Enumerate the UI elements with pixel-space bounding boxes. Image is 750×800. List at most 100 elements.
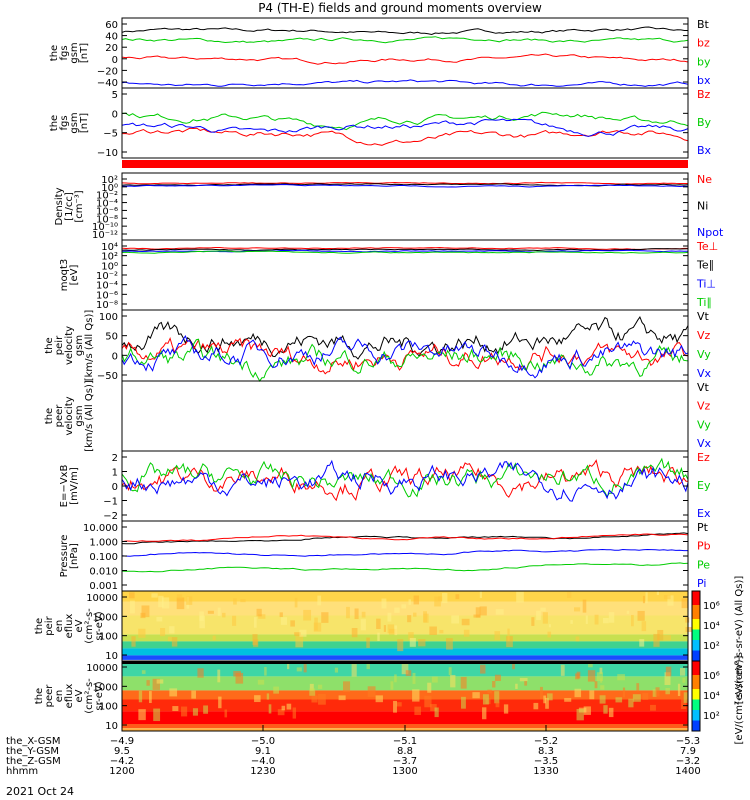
y-tick-label: −40 xyxy=(97,78,118,89)
spectrogram-cell xyxy=(479,591,482,598)
spectrogram-cell xyxy=(394,674,397,683)
y-tick-label: 1000 xyxy=(93,612,118,623)
series-Te⊥ xyxy=(121,246,688,251)
spectrogram-cell xyxy=(141,670,146,674)
spectrogram-cell xyxy=(492,681,496,688)
spectrogram-cell xyxy=(401,604,407,609)
spectrogram-cell xyxy=(495,701,500,708)
spectrogram-cell xyxy=(681,699,687,709)
series-Ne xyxy=(121,181,688,185)
spectrogram-cell xyxy=(652,689,657,697)
spectrogram-cell xyxy=(169,688,178,697)
spectrogram-cell xyxy=(367,686,376,697)
spectrogram-cell xyxy=(218,696,222,709)
spectrogram-cell xyxy=(138,709,146,721)
x-tick-label: 9.1 xyxy=(255,746,271,757)
y-axis-label: peir xyxy=(54,335,65,355)
spectrogram-cell xyxy=(602,617,609,624)
y-tick-label: 10⁻¹⁰ xyxy=(92,222,118,233)
series-Bz xyxy=(121,127,689,146)
spectrogram-cell xyxy=(576,708,584,721)
spectrogram-cell xyxy=(309,688,316,696)
series-Ni xyxy=(121,183,689,187)
spectrogram-cell xyxy=(140,612,146,619)
spectrogram-cell xyxy=(683,692,689,703)
spectrogram-cell xyxy=(645,592,648,604)
spectrogram-cell xyxy=(253,617,257,628)
x-row-label: the_X-GSM xyxy=(6,736,60,747)
x-tick-label: −5.2 xyxy=(534,736,558,747)
spectrogram-cell xyxy=(299,629,307,637)
spectrogram-cell xyxy=(203,705,209,714)
panel-frame xyxy=(121,450,689,522)
spectrogram-cell xyxy=(463,629,470,637)
spectrogram-cell xyxy=(494,674,501,681)
y-tick-label: 1 xyxy=(112,468,118,479)
spectrogram-cell xyxy=(430,704,437,712)
spectrogram-band xyxy=(122,659,688,661)
spectrogram-cell xyxy=(632,694,641,702)
panel-peir_en: 10000 1000 100 10 the peir en eflux eV (cm²-s-sr-… xyxy=(34,590,693,662)
legend-Vz: Vz xyxy=(697,329,711,342)
spectrogram-cell xyxy=(394,607,400,613)
separator-bar xyxy=(122,160,688,168)
y-tick-label: 1.000 xyxy=(89,538,118,549)
x-tick-label: −3.5 xyxy=(534,756,558,767)
x-tick-label: 7.9 xyxy=(680,746,696,757)
y-axis-label: gsm xyxy=(69,112,80,133)
spectrogram-cell xyxy=(677,683,681,697)
spectrogram-cell xyxy=(254,695,261,703)
spectrogram-cell xyxy=(507,628,510,642)
colorbar-segment xyxy=(692,699,700,710)
spectrogram-cell xyxy=(574,688,582,698)
series-Vx xyxy=(121,335,689,379)
colorbar-tick: 10⁴ xyxy=(703,691,720,702)
spectrogram-cell xyxy=(655,687,660,697)
y-tick-label: 10 xyxy=(105,721,118,732)
spectrogram-cell xyxy=(146,680,150,686)
spectrogram-cell xyxy=(442,592,448,604)
y-axis-label: fgs xyxy=(59,45,70,60)
y-tick-label: 5 xyxy=(112,90,118,101)
y-axis-label: [km/s (All Qs)] xyxy=(84,310,95,382)
spectrogram-cell xyxy=(295,634,304,648)
x-tick-label: −5.0 xyxy=(251,736,275,747)
x-tick-label: 8.8 xyxy=(397,746,413,757)
legend-Vz: Vz xyxy=(697,400,711,413)
y-tick-label: 40 xyxy=(105,32,118,43)
legend-Vt: Vt xyxy=(697,310,710,323)
spectrogram-cell xyxy=(360,619,366,631)
legend-Ti∥: Ti∥ xyxy=(696,296,712,309)
series-by xyxy=(121,36,689,44)
spectrogram-cell xyxy=(574,607,581,612)
series-Vt xyxy=(121,315,689,360)
spectrogram-cell xyxy=(479,606,487,616)
y-tick-label: 10⁰ xyxy=(101,261,118,272)
spectrogram-cell xyxy=(393,700,397,713)
y-tick-label: −20 xyxy=(97,66,118,77)
spectrogram-cell xyxy=(682,677,686,683)
series-Ex xyxy=(121,459,689,502)
spectrogram-cell xyxy=(366,637,370,648)
spectrogram-cell xyxy=(401,663,409,675)
spectrogram-cell xyxy=(199,611,204,621)
spectrogram-cell xyxy=(475,607,481,618)
spectrogram-cell xyxy=(286,703,292,710)
spectrogram-cell xyxy=(167,636,173,642)
spectrogram-cell xyxy=(588,662,593,668)
y-tick-label: 10⁻¹² xyxy=(92,230,118,241)
spectrogram-cell xyxy=(303,609,312,621)
spectrogram-cell xyxy=(418,639,426,647)
spectrogram-cell xyxy=(450,674,456,688)
spectrogram-cell xyxy=(656,591,659,596)
y-axis-label: en xyxy=(54,620,65,633)
spectrogram-cell xyxy=(628,698,634,708)
spectrogram-cell xyxy=(589,690,595,700)
series-bx xyxy=(121,79,689,87)
series-Ey xyxy=(121,457,689,498)
series-Ti∥ xyxy=(121,250,689,254)
spectrogram-cell xyxy=(533,702,539,710)
spectrogram-cell xyxy=(253,639,259,647)
spectrogram-cell xyxy=(414,706,421,716)
